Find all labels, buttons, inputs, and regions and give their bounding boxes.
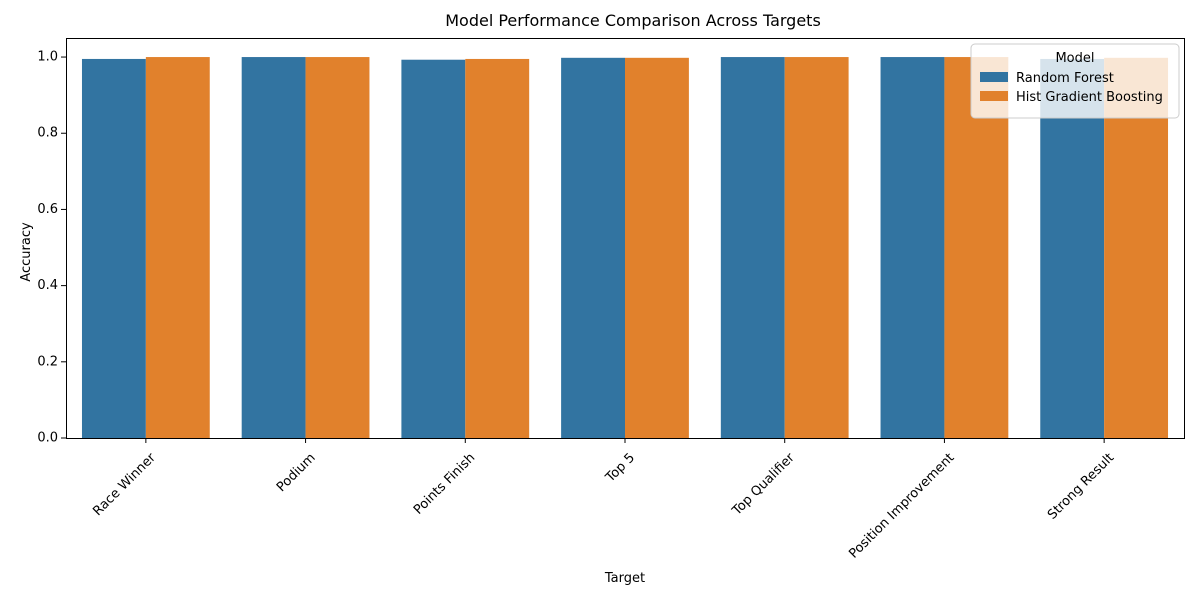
bar-race-winner-hist-gradient-boosting <box>145 57 210 439</box>
legend-box <box>970 43 1180 119</box>
y-tick-label-1-0: 1.0 <box>37 50 58 65</box>
legend-label-hist-gradient-boosting: Hist Gradient Boosting <box>1016 90 1163 105</box>
legend: Model Random Forest Hist Gradient Boosti… <box>970 43 1180 119</box>
legend-title: Model <box>1055 51 1094 66</box>
bar-podium-hist-gradient-boosting <box>305 57 370 439</box>
bar-race-winner-random-forest <box>81 58 146 438</box>
chart-title: Model Performance Comparison Across Targ… <box>445 11 821 30</box>
x-axis-label: Target <box>604 571 645 586</box>
y-tick-label-0-2: 0.2 <box>37 354 58 369</box>
bar-position-improvement-hist-gradient-boosting <box>944 57 1009 439</box>
bar-strong-result-random-forest <box>1040 58 1105 438</box>
bar-strong-result-hist-gradient-boosting <box>1104 57 1169 439</box>
x-tick-label-podium: Podium <box>274 450 319 495</box>
plot-frame <box>66 38 1185 439</box>
legend-swatch-random-forest <box>980 72 1008 82</box>
y-axis: 0.0 0.2 0.4 0.6 0.8 1.0 <box>37 50 66 446</box>
legend-label-random-forest: Random Forest <box>1016 71 1114 86</box>
y-tick-label-0-0: 0.0 <box>37 431 58 446</box>
x-tick-label-points-finish: Points Finish <box>411 450 478 517</box>
bar-top-5-random-forest <box>561 57 625 439</box>
y-tick-label-0-8: 0.8 <box>37 126 58 141</box>
bar-position-improvement-random-forest <box>880 57 945 439</box>
x-axis: Race Winner Podium Points Finish Top 5 Top Q… <box>90 438 1117 562</box>
bar-top-qualifier-random-forest <box>720 57 785 439</box>
bars-layer <box>81 57 1169 439</box>
bar-points-finish-hist-gradient-boosting <box>465 58 530 438</box>
bar-top-qualifier-hist-gradient-boosting <box>784 57 849 439</box>
x-tick-label-strong-result: Strong Result <box>1045 450 1117 522</box>
legend-swatch-hist-gradient-boosting <box>980 91 1008 101</box>
bar-podium-random-forest <box>241 57 306 439</box>
bar-top-5-hist-gradient-boosting <box>625 57 689 439</box>
bar-points-finish-random-forest <box>401 59 466 439</box>
x-tick-label-race-winner: Race Winner <box>90 450 159 519</box>
x-tick-label-position-improvement: Position Improvement <box>846 450 957 561</box>
x-tick-label-top-5: Top 5 <box>602 450 638 486</box>
x-tick-label-top-qualifier: Top Qualifier <box>729 450 798 519</box>
y-axis-label: Accuracy <box>19 222 34 282</box>
y-tick-label-0-6: 0.6 <box>37 202 58 217</box>
y-tick-label-0-4: 0.4 <box>37 278 58 293</box>
